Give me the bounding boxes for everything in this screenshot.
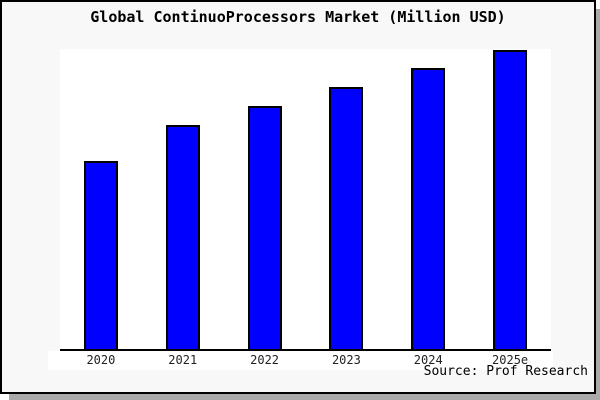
x-axis-label-strip: 2020 2021 2022 2023 2024 2025e xyxy=(48,351,553,370)
bar-2025e xyxy=(493,50,528,349)
chart-title: Global ContinuoProcessors Market (Millio… xyxy=(90,8,506,26)
bar-2023 xyxy=(329,87,364,349)
x-tick-label-2025e: 2025e xyxy=(492,353,529,367)
chart-frame: Global ContinuoProcessors Market (Millio… xyxy=(0,0,596,394)
source-note: Source: Prof Research xyxy=(423,364,588,379)
x-tick-label-2021: 2021 xyxy=(168,353,198,367)
x-tick-label-2023: 2023 xyxy=(331,353,361,367)
bar-2024 xyxy=(411,68,446,349)
x-tick-label-2022: 2022 xyxy=(250,353,280,367)
bar-2021 xyxy=(165,125,200,349)
plot-area xyxy=(60,49,551,351)
bar-2022 xyxy=(247,106,282,349)
bar-2020 xyxy=(83,161,118,349)
x-tick-label-2020: 2020 xyxy=(86,353,116,367)
x-tick-label-2024: 2024 xyxy=(413,353,443,367)
